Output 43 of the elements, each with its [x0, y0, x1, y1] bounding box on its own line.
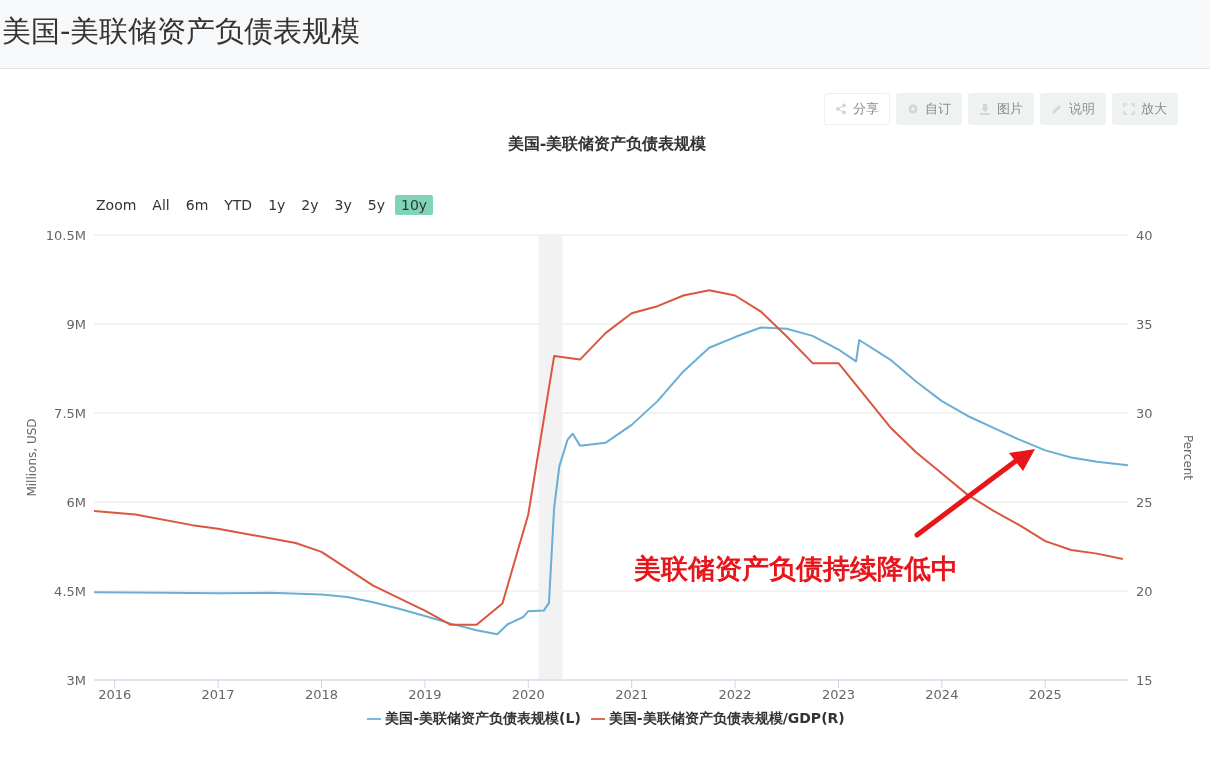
x-tick-label: 2021	[615, 687, 649, 703]
text: All	[151, 196, 171, 215]
y2-tick-label: 35	[1136, 316, 1153, 332]
y2-tick-label: 30	[1136, 405, 1153, 421]
legend-label: 美国-美联储资产负债表规模/GDP(R)	[608, 710, 845, 726]
y-tick-label: 7.5M	[54, 405, 86, 421]
text: 自订	[925, 100, 951, 118]
text: 3y	[333, 196, 353, 215]
text: 图片	[997, 100, 1023, 118]
y-tick-label: 4.5M	[54, 583, 86, 599]
y2-tick-label: 20	[1136, 583, 1153, 599]
text: 5y	[366, 196, 386, 215]
y-tick-label: 10.5M	[45, 227, 86, 243]
x-tick-label: 2024	[925, 687, 959, 703]
x-tick-label: 2025	[1028, 687, 1062, 703]
y-tick-label: 3M	[66, 672, 86, 688]
annotation: 美联储资产负债持续降低中	[634, 552, 958, 586]
text: 美国-美联储资产负债表规模	[2, 13, 361, 50]
text: 说明	[1069, 100, 1095, 118]
y2-tick-label: 15	[1136, 672, 1153, 688]
y2-tick-label: 25	[1136, 494, 1153, 510]
text: 放大	[1141, 100, 1167, 118]
y2-tick-label: 40	[1136, 227, 1153, 243]
x-tick-label: 2017	[201, 687, 235, 703]
text: YTD	[223, 196, 254, 215]
y2-axis-title: Percent	[1180, 434, 1195, 481]
y-tick-label: 6M	[66, 494, 86, 510]
legend-label: 美国-美联储资产负债表规模(L)	[385, 710, 581, 726]
text: 2y	[300, 196, 320, 215]
text: Zoom	[95, 196, 138, 215]
y-tick-label: 9M	[66, 316, 86, 332]
x-tick-label: 2020	[511, 687, 545, 703]
text: 10y	[394, 195, 434, 215]
text: 分享	[853, 100, 879, 118]
text: 6m	[184, 196, 210, 215]
x-tick-label: 2019	[408, 687, 442, 703]
y-axis-title: Millions, USD	[25, 418, 40, 497]
x-tick-label: 2023	[821, 687, 856, 703]
chart-title: 美国-美联储资产负债表规模	[506, 134, 708, 155]
x-tick-label: 2018	[304, 687, 339, 703]
x-tick-label: 2022	[718, 687, 752, 703]
text: 1y	[267, 196, 287, 215]
x-tick-label: 2016	[98, 687, 132, 703]
